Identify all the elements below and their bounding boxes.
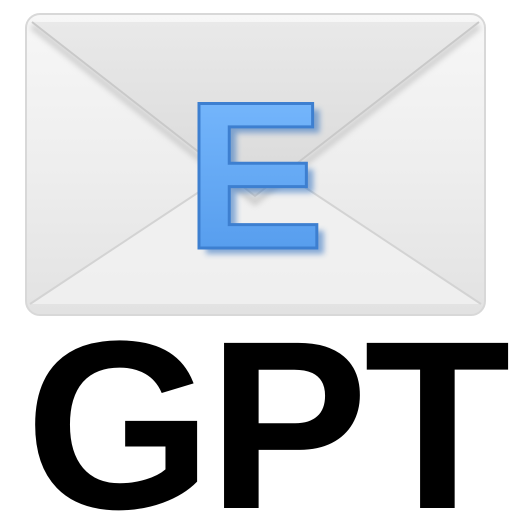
- envelope-logo: E E: [24, 12, 487, 317]
- envelope-icon: E: [25, 13, 486, 316]
- e-badge: E: [183, 57, 326, 295]
- gpt-wordmark: GPT: [25, 291, 510, 532]
- e-letter-shadow: E: [192, 64, 332, 299]
- e-letter: E: [185, 58, 325, 293]
